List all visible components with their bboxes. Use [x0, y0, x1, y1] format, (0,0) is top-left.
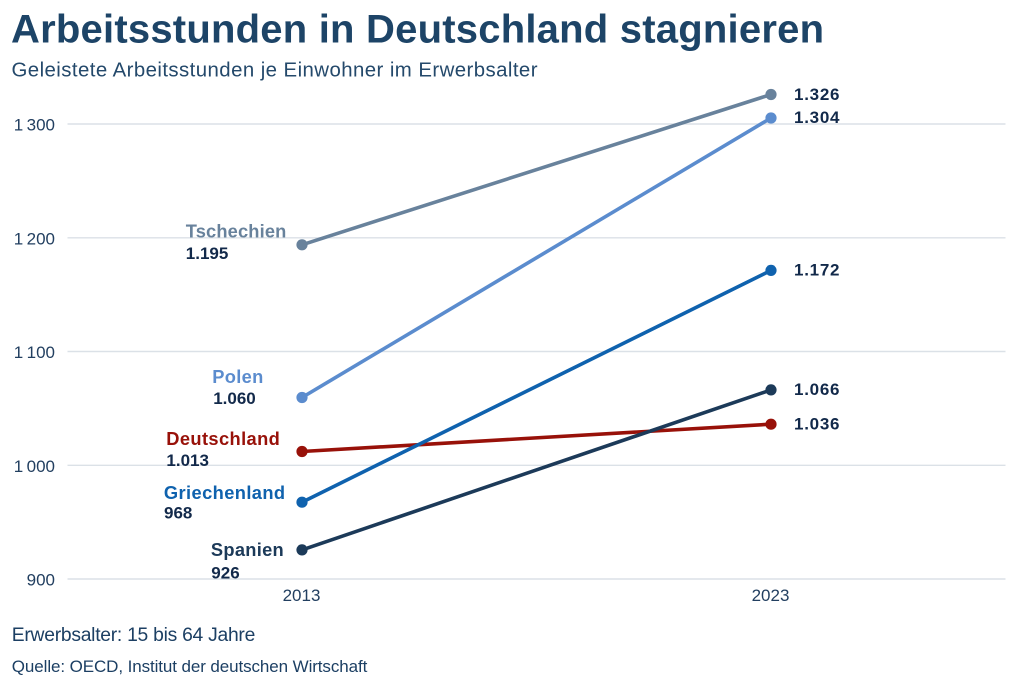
svg-text:1.172: 1.172 [794, 261, 840, 280]
svg-text:926: 926 [211, 563, 239, 582]
svg-text:Geleistete Arbeitsstunden je E: Geleistete Arbeitsstunden je Einwohner i… [12, 60, 538, 82]
svg-text:900: 900 [27, 571, 55, 590]
svg-text:Deutschland: Deutschland [166, 428, 279, 449]
svg-text:1 300: 1 300 [14, 116, 55, 135]
svg-text:Erwerbsalter: 15 bis 64 Jahre: Erwerbsalter: 15 bis 64 Jahre [12, 625, 256, 646]
svg-text:1 000: 1 000 [14, 457, 55, 476]
svg-text:1.195: 1.195 [186, 244, 229, 263]
svg-text:Arbeitsstunden in Deutschland: Arbeitsstunden in Deutschland stagnieren [11, 8, 824, 52]
svg-text:1.013: 1.013 [166, 451, 209, 470]
svg-text:1.060: 1.060 [213, 389, 256, 408]
svg-text:Polen: Polen [212, 366, 263, 387]
svg-text:1.066: 1.066 [794, 380, 840, 399]
svg-text:1.036: 1.036 [794, 415, 840, 434]
svg-text:1.304: 1.304 [794, 108, 840, 127]
svg-text:2013: 2013 [283, 586, 321, 605]
svg-text:968: 968 [164, 503, 192, 522]
svg-text:Quelle: OECD, Institut der deu: Quelle: OECD, Institut der deutschen Wir… [12, 657, 368, 676]
svg-text:Griechenland: Griechenland [164, 482, 285, 503]
svg-text:1 100: 1 100 [14, 343, 55, 362]
svg-text:1 200: 1 200 [14, 229, 55, 248]
svg-text:2023: 2023 [752, 586, 790, 605]
svg-text:Spanien: Spanien [211, 539, 284, 560]
svg-text:1.326: 1.326 [794, 85, 840, 104]
svg-text:Tschechien: Tschechien [186, 220, 286, 241]
